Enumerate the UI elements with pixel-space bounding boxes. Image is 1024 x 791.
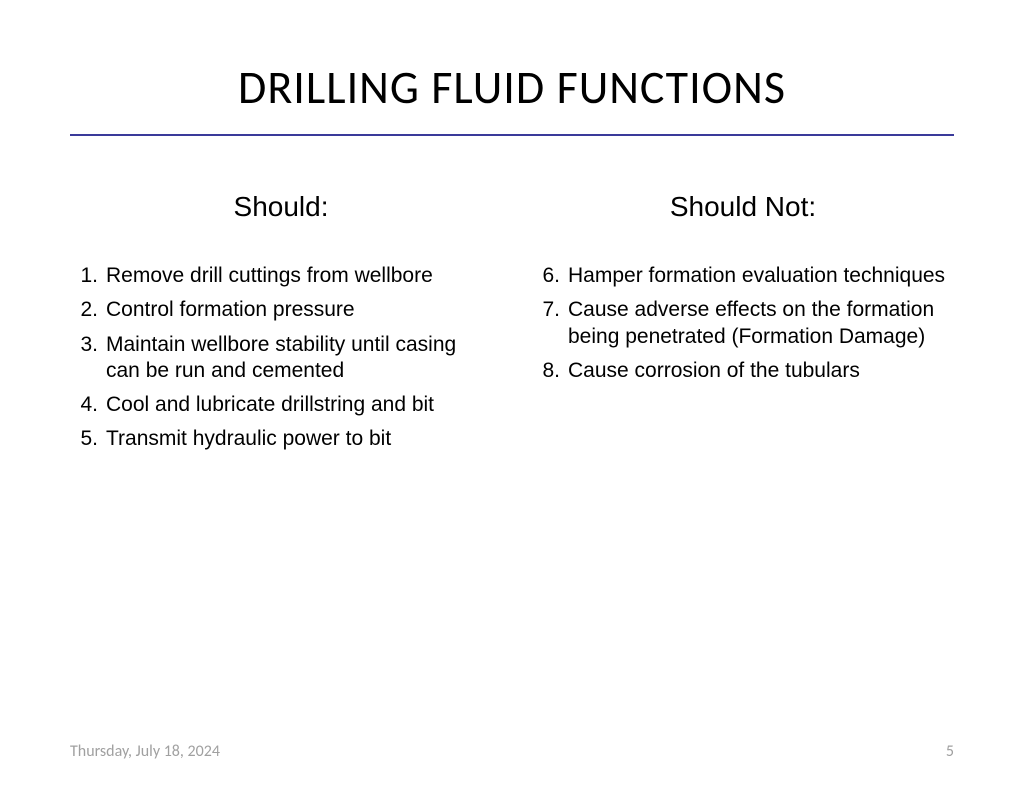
list-item-number: 3. bbox=[70, 332, 98, 385]
list-item-number: 7. bbox=[532, 297, 560, 350]
title-underline bbox=[70, 134, 954, 136]
list-item: 6. Hamper formation evaluation techniques bbox=[532, 263, 954, 289]
list-item: 8. Cause corrosion of the tubulars bbox=[532, 358, 954, 384]
list-item-text: Cause corrosion of the tubulars bbox=[568, 358, 954, 384]
right-column-header: Should Not: bbox=[532, 191, 954, 223]
list-item: 2. Control formation pressure bbox=[70, 297, 492, 323]
slide-container: DRILLING FLUID FUNCTIONS Should: 1. Remov… bbox=[0, 0, 1024, 791]
left-column-header: Should: bbox=[70, 191, 492, 223]
list-item: 5. Transmit hydraulic power to bit bbox=[70, 426, 492, 452]
list-item-number: 4. bbox=[70, 392, 98, 418]
slide-title: DRILLING FLUID FUNCTIONS bbox=[70, 60, 954, 116]
list-item-text: Cool and lubricate drillstring and bit bbox=[106, 392, 492, 418]
list-item-text: Cause adverse effects on the formation b… bbox=[568, 297, 954, 350]
should-list: 1. Remove drill cuttings from wellbore 2. C… bbox=[70, 263, 492, 453]
list-item-number: 5. bbox=[70, 426, 98, 452]
list-item: 1. Remove drill cuttings from wellbore bbox=[70, 263, 492, 289]
list-item-number: 8. bbox=[532, 358, 560, 384]
slide-footer: Thursday, July 18, 2024 5 bbox=[70, 742, 954, 761]
columns-container: Should: 1. Remove drill cuttings from wel… bbox=[70, 191, 954, 461]
footer-page-number: 5 bbox=[946, 742, 954, 761]
list-item-text: Remove drill cuttings from wellbore bbox=[106, 263, 492, 289]
left-column: Should: 1. Remove drill cuttings from wel… bbox=[70, 191, 492, 461]
list-item-number: 6. bbox=[532, 263, 560, 289]
list-item-text: Maintain wellbore stability until casing… bbox=[106, 332, 492, 385]
list-item-text: Control formation pressure bbox=[106, 297, 492, 323]
list-item-text: Hamper formation evaluation techniques bbox=[568, 263, 954, 289]
list-item-number: 2. bbox=[70, 297, 98, 323]
list-item: 4. Cool and lubricate drillstring and bit bbox=[70, 392, 492, 418]
footer-date: Thursday, July 18, 2024 bbox=[70, 742, 220, 761]
list-item: 7.Cause adverse effects on the formation… bbox=[532, 297, 954, 350]
should-not-list: 6. Hamper formation evaluation techniques… bbox=[532, 263, 954, 384]
list-item-text: Transmit hydraulic power to bit bbox=[106, 426, 492, 452]
list-item: 3.Maintain wellbore stability until casi… bbox=[70, 332, 492, 385]
right-column: Should Not: 6. Hamper formation evaluatio… bbox=[532, 191, 954, 461]
list-item-number: 1. bbox=[70, 263, 98, 289]
